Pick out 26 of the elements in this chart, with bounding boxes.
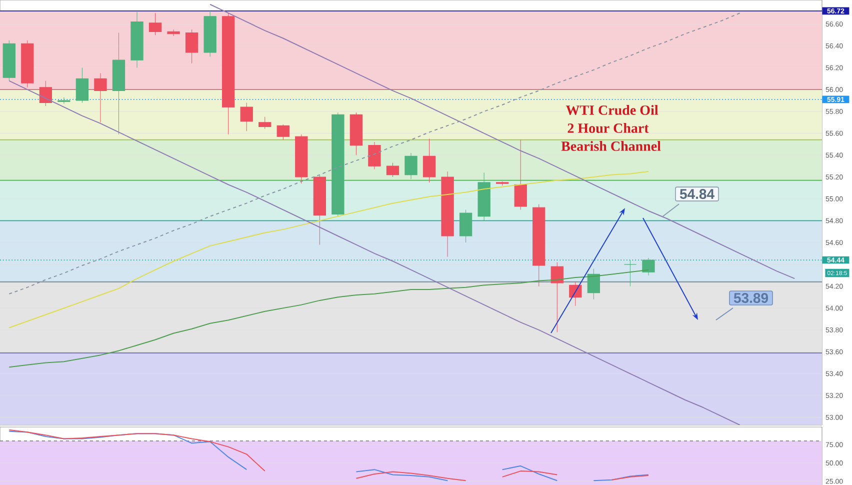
candlestick xyxy=(240,102,253,132)
candlestick xyxy=(58,96,70,104)
candlestick xyxy=(148,12,162,36)
candlestick xyxy=(569,282,582,306)
candlestick xyxy=(624,260,637,286)
candlestick xyxy=(386,162,400,178)
candlestick xyxy=(167,29,180,36)
candlestick xyxy=(514,140,527,210)
candlestick xyxy=(258,116,272,130)
annotation: 53.89 xyxy=(734,293,768,303)
candlestick xyxy=(459,210,472,243)
candlestick xyxy=(276,124,290,140)
candlestick xyxy=(642,258,655,276)
annotation: WTI Crude Oil xyxy=(566,105,658,115)
candlestick xyxy=(368,142,381,170)
candlestick xyxy=(76,67,89,103)
annotation: Bearish Channel xyxy=(561,141,661,151)
annotation: 2 Hour Chart xyxy=(568,123,649,133)
candlestick xyxy=(404,152,418,180)
annotation: 54.84 xyxy=(680,189,714,199)
candlestick xyxy=(587,268,600,300)
candlestick xyxy=(94,72,107,123)
candlestick xyxy=(39,80,52,106)
candlestick xyxy=(550,262,564,332)
candlestick xyxy=(185,29,198,64)
candlestick xyxy=(422,138,436,183)
